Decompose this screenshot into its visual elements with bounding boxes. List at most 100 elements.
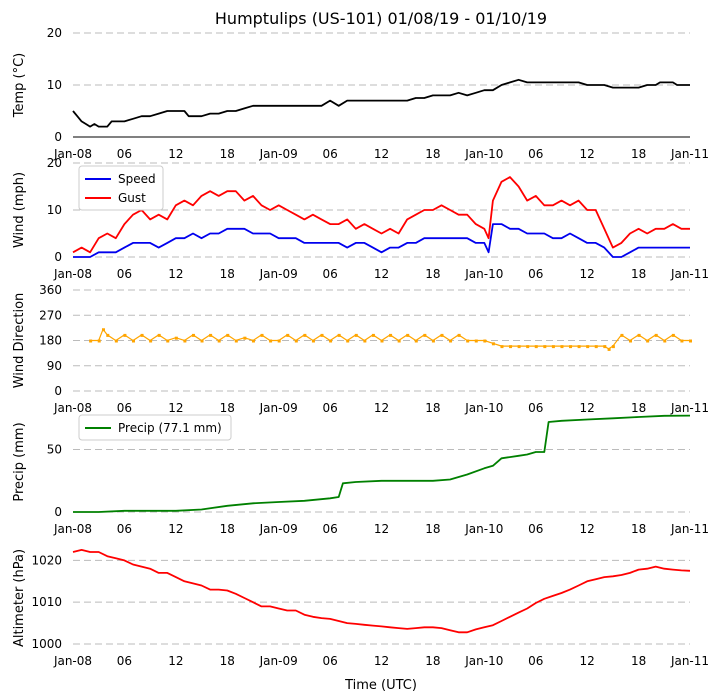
x-tick-label: Jan-08 — [53, 147, 92, 161]
data-point — [294, 339, 298, 343]
x-tick-label: 12 — [374, 147, 389, 161]
panel-temp: 0 10 20 Jan-08 06 12 18 Jan-09 06 12 18 Jan-10 06 12 1… — [12, 26, 709, 161]
x-tick-label: 18 — [631, 522, 646, 536]
panel-wind: 0 10 20 Jan-08 06 12 18 Jan-09 06 12 18 Jan-10 06 12 1… — [12, 156, 709, 281]
data-point — [380, 339, 384, 343]
legend-label: Gust — [118, 191, 146, 205]
x-tick-label: Jan-11 — [670, 401, 709, 415]
y-tick-label: 0 — [54, 250, 62, 264]
x-tick-label: 12 — [374, 267, 389, 281]
y-tick-label: 0 — [54, 130, 62, 144]
data-point — [114, 339, 118, 343]
legend: Speed Gust — [78, 165, 164, 211]
x-tick-label: 06 — [117, 147, 132, 161]
x-tick-label: 18 — [220, 522, 235, 536]
y-tick-label: 360 — [39, 283, 62, 297]
x-tick-label: 18 — [220, 654, 235, 668]
x-tick-label: 06 — [528, 267, 543, 281]
x-tick-label: Jan-10 — [464, 401, 503, 415]
x-tick-label: 06 — [322, 522, 337, 536]
x-tick-label: 18 — [631, 654, 646, 668]
x-tick-label: 06 — [322, 267, 337, 281]
panel-precip: 0 50 Jan-08 06 12 18 Jan-09 06 12 18 Jan-10 06 12 18 J… — [12, 414, 709, 536]
y-tick-label: 1010 — [31, 595, 62, 609]
data-point — [97, 339, 101, 343]
series-line-altimeter — [72, 549, 691, 634]
data-point — [629, 339, 633, 343]
chart-title: Humptulips (US-101) 01/08/19 - 01/10/19 — [215, 9, 547, 28]
series-line-direction — [90, 328, 690, 350]
x-tick-label: 12 — [374, 401, 389, 415]
data-point — [277, 339, 281, 343]
x-tick-label: 18 — [220, 401, 235, 415]
data-point — [131, 339, 135, 343]
x-tick-label: 18 — [425, 522, 440, 536]
y-tick-label: 10 — [47, 203, 62, 217]
x-tick-label: Jan-10 — [464, 267, 503, 281]
x-tick-label: 18 — [425, 267, 440, 281]
data-point — [166, 339, 170, 343]
panel-altimeter: 1000 1010 1020 Jan-08 06 12 18 Jan-09 06 12 18 Jan-… — [12, 549, 709, 668]
data-point — [200, 339, 204, 343]
data-point — [397, 339, 401, 343]
x-tick-label: 12 — [168, 522, 183, 536]
x-tick-label: 06 — [322, 654, 337, 668]
data-point — [611, 345, 615, 349]
series-line-temperature — [72, 78, 690, 128]
data-point — [329, 339, 333, 343]
x-tick-label: Jan-08 — [53, 401, 92, 415]
x-tick-label: 18 — [631, 401, 646, 415]
x-tick-label: Jan-10 — [464, 147, 503, 161]
x-tick-label: 12 — [168, 654, 183, 668]
x-tick-label: Jan-11 — [670, 654, 709, 668]
series-line-precip — [73, 414, 691, 513]
y-tick-label: 1000 — [31, 637, 62, 651]
data-point — [689, 339, 692, 343]
y-axis-label: Temp (°C) — [12, 53, 27, 119]
y-tick-label: 270 — [39, 308, 62, 322]
data-point — [449, 339, 453, 343]
x-tick-label: 18 — [425, 401, 440, 415]
y-tick-label: 180 — [39, 334, 62, 348]
y-axis-label: Wind Direction — [12, 293, 27, 389]
y-tick-label: 90 — [47, 359, 62, 373]
x-tick-label: Jan-09 — [259, 267, 298, 281]
x-tick-label: Jan-11 — [670, 522, 709, 536]
x-tick-label: 12 — [168, 267, 183, 281]
data-point — [607, 347, 611, 351]
x-tick-label: Jan-11 — [670, 267, 709, 281]
panels: 0 10 20 Jan-08 06 12 18 Jan-09 06 12 18 Jan-10 06 12 1… — [12, 26, 709, 668]
legend-box — [78, 414, 232, 441]
data-point — [251, 339, 255, 343]
x-axis-label: Time (UTC) — [344, 678, 417, 693]
x-tick-label: Jan-09 — [259, 147, 298, 161]
data-point — [183, 339, 187, 343]
x-tick-label: 18 — [425, 147, 440, 161]
series-line-speed — [73, 223, 690, 258]
x-tick-label: 06 — [528, 654, 543, 668]
x-tick-label: 06 — [117, 401, 132, 415]
x-tick-label: 18 — [425, 654, 440, 668]
panel-direction: 0 90 180 270 360 Jan-08 06 12 18 Jan-09 06 12 18 Jan-… — [12, 283, 709, 415]
x-tick-label: 06 — [117, 654, 132, 668]
y-tick-label: 20 — [47, 26, 62, 40]
x-tick-label: 06 — [322, 147, 337, 161]
x-tick-label: Jan-08 — [53, 522, 92, 536]
x-tick-label: 06 — [528, 522, 543, 536]
x-tick-label: 12 — [580, 522, 595, 536]
x-tick-label: Jan-10 — [464, 654, 503, 668]
x-tick-label: 18 — [631, 147, 646, 161]
x-tick-label: 12 — [580, 401, 595, 415]
data-point — [431, 339, 435, 343]
x-tick-label: 18 — [220, 267, 235, 281]
x-tick-label: 06 — [322, 401, 337, 415]
y-tick-label: 0 — [54, 384, 62, 398]
x-tick-label: 06 — [528, 401, 543, 415]
x-tick-label: 06 — [528, 147, 543, 161]
x-tick-label: 06 — [117, 522, 132, 536]
x-tick-label: 12 — [374, 522, 389, 536]
y-tick-label: 0 — [54, 505, 62, 519]
x-tick-label: 12 — [580, 267, 595, 281]
data-point — [149, 339, 153, 343]
legend: Precip (77.1 mm) — [78, 414, 232, 441]
